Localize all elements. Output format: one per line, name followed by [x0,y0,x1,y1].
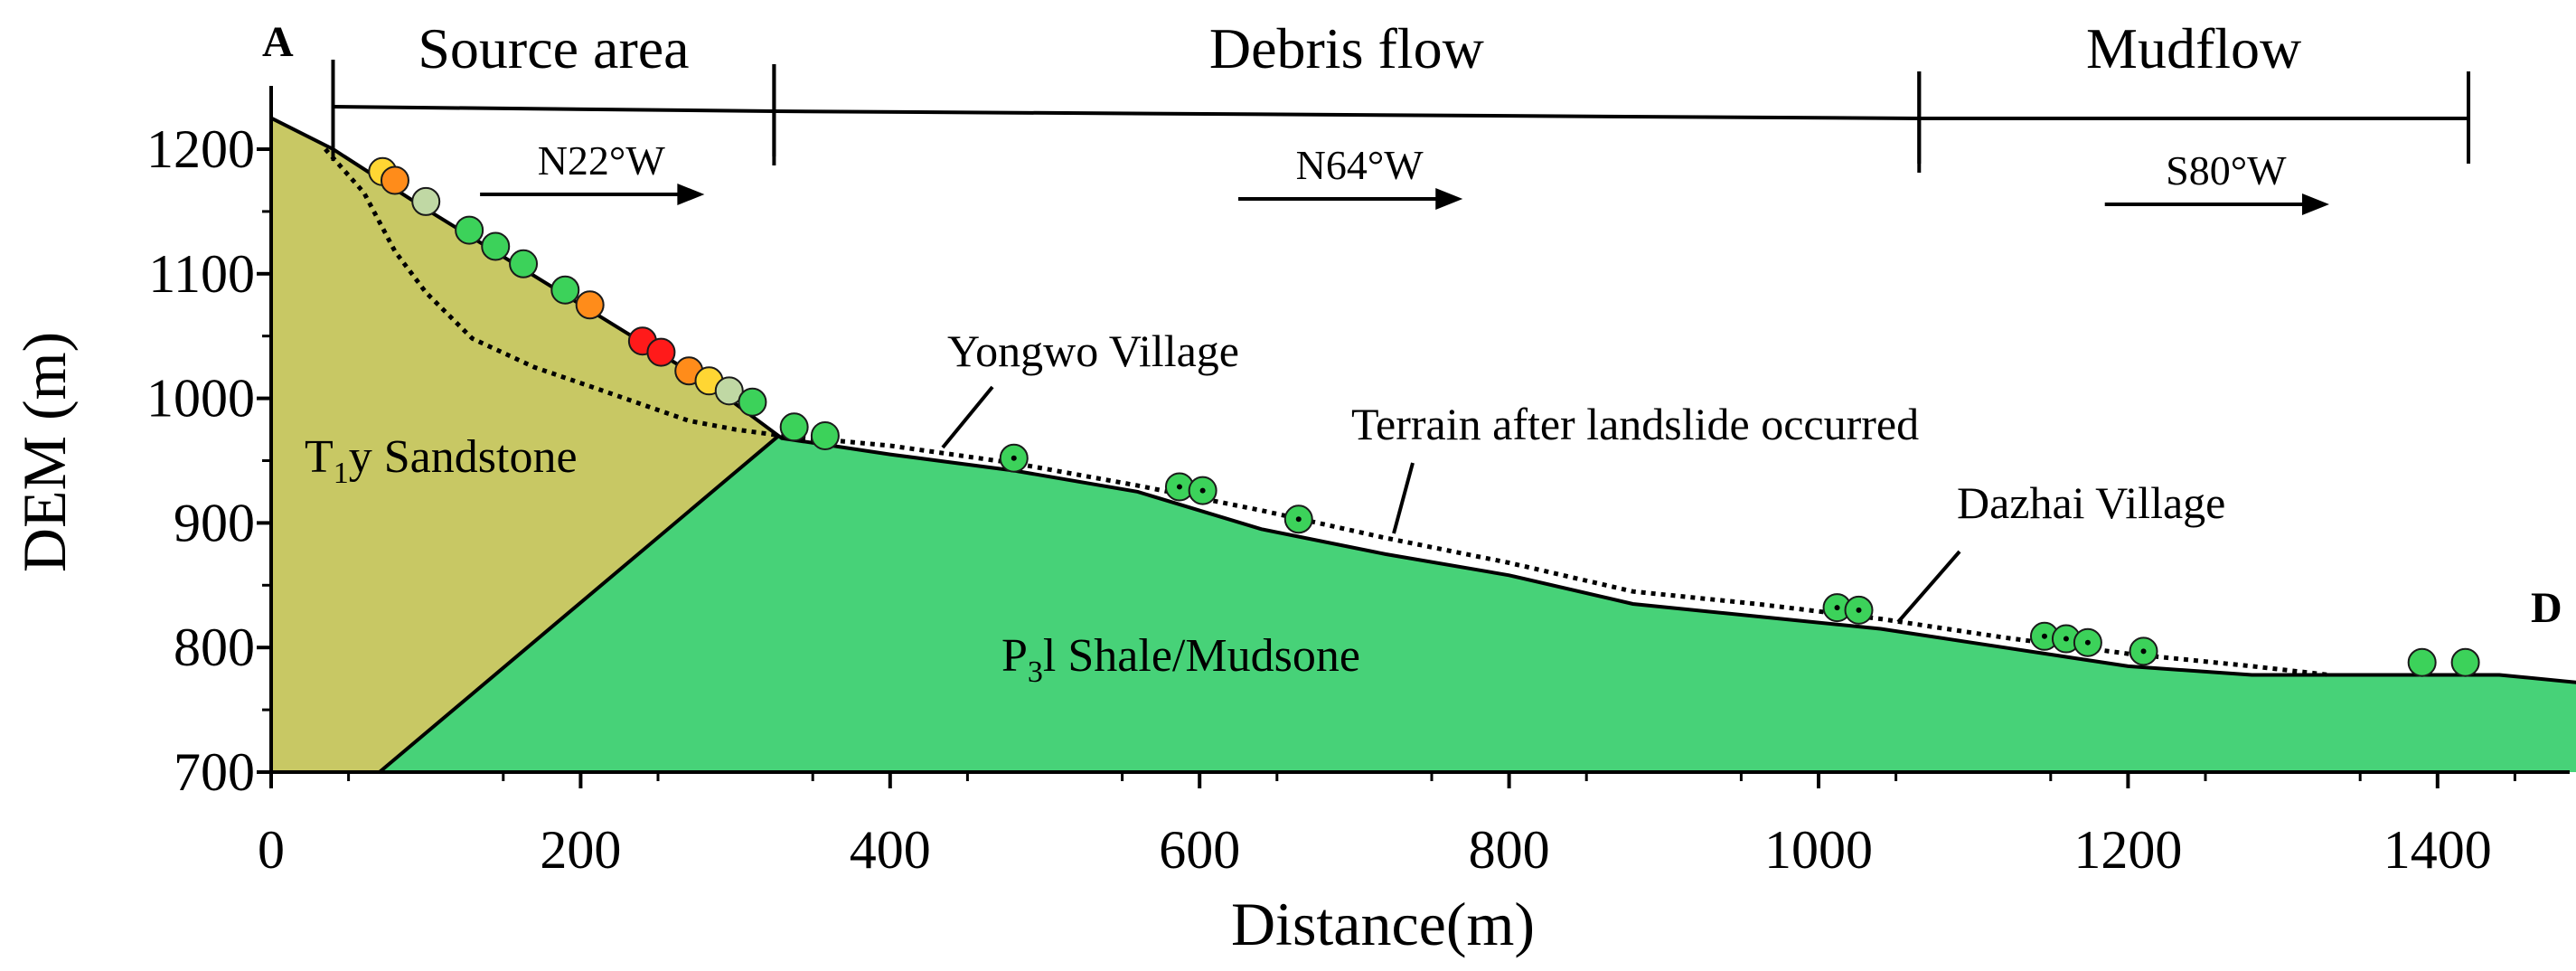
zone-label: Mudflow [2086,16,2301,80]
sandstone-unit-area [271,118,779,773]
sandstone-label: T1y Sandstone [305,431,578,490]
flow-direction-arrows: N22°W N64°W S80°W [480,137,2329,215]
monitoring-point-marker [646,337,676,367]
x-axis-title: Distance(m) [1231,890,1535,958]
monitoring-point [2407,647,2437,677]
monitoring-point [1283,504,1313,534]
monitoring-point [575,290,605,320]
dazhai-village-label: Dazhai Village [1957,477,2225,528]
arrow-head [2301,193,2329,215]
zone-brackets: Source area Debris flow Mudflow [331,16,2471,173]
y-tick-label: 1000 [146,369,255,429]
monitoring-point-marker [738,387,767,417]
arrow-head [1435,188,1463,210]
y-tick-label: 1100 [148,244,255,304]
annotation-leaders [941,385,1961,624]
monitoring-point [2129,636,2158,666]
x-tick-label: 1400 [2383,820,2492,880]
x-tick-label: 200 [540,820,621,880]
monitoring-point-marker [550,275,580,305]
y-axis-ticks: 700 800 900 1000 1100 1200 [146,119,271,802]
monitoring-point-marker [810,420,840,450]
x-tick-label: 1200 [2073,820,2182,880]
yongwo-village-label: Yongwo Village [947,325,1239,376]
monitoring-point-center [2063,636,2069,642]
monitoring-point [481,231,511,261]
x-tick-label: 400 [850,820,931,880]
y-tick-label: 700 [174,742,255,802]
monitoring-point-center [1199,487,1206,494]
monitoring-point [2073,627,2102,657]
section-start-label: A [262,18,294,66]
monitoring-point [411,186,441,216]
monitoring-point-center [1295,516,1302,523]
monitoring-point-center [1011,455,1017,461]
monitoring-point [810,420,840,450]
zone-bracket: Mudflow [1917,16,2471,173]
monitoring-point-marker [779,412,809,442]
monitoring-point-center [1856,607,1862,613]
section-end-label: D [2531,584,2562,632]
monitoring-point [1188,476,1217,505]
monitoring-point [550,275,580,305]
terrain-after-landslide-label: Terrain after landslide occurred [1351,399,1919,449]
monitoring-point [380,165,409,195]
monitoring-point-center [1834,605,1840,611]
direction-arrow: S80°W [2104,147,2329,215]
post-landslide-terrain-line [324,147,2330,678]
zone-label: Source area [418,16,689,80]
arrow-head [677,184,705,205]
y-axis-title: DEM (m) [10,332,79,572]
monitoring-point-center [1176,484,1182,490]
y-tick-label: 800 [174,617,255,677]
shale-label: P3l Shale/Mudsone [1001,630,1360,689]
direction-label: N64°W [1296,142,1424,188]
monitoring-point-marker [481,231,511,261]
y-tick-label: 1200 [146,119,255,179]
x-tick-label: 600 [1159,820,1240,880]
monitoring-point-center [2041,633,2047,639]
direction-label: S80°W [2166,147,2287,193]
direction-arrow: N64°W [1238,142,1463,210]
monitoring-point [455,215,484,245]
monitoring-point-center [2084,639,2091,646]
monitoring-point [2450,647,2480,677]
monitoring-point [646,337,676,367]
monitoring-point [779,412,809,442]
monitoring-point-marker [714,376,744,406]
monitoring-point [1844,595,1874,625]
monitoring-point [999,443,1029,473]
annotation-leader-line [1392,462,1415,534]
zone-span-line [774,109,1920,120]
lithologic-contact-line [378,434,780,774]
annotation-leader-line [1896,550,1961,624]
x-axis-ticks: 0 200 400 600 800 1000 1200 1400 [258,772,2516,880]
monitoring-point-marker [575,290,605,320]
monitoring-point [714,376,744,406]
x-tick-label: 800 [1469,820,1550,880]
direction-arrow: N22°W [480,137,705,205]
zone-span-line [333,105,775,113]
annotation-leader-line [941,385,994,449]
monitoring-point-marker [380,165,409,195]
zone-label: Debris flow [1209,16,1484,80]
y-tick-label: 900 [174,493,255,552]
zone-bracket: Debris flow [772,16,1922,165]
monitoring-point-marker [455,215,484,245]
monitoring-point [509,249,539,278]
x-tick-label: 1000 [1764,820,1873,880]
monitoring-point-center [2140,648,2147,655]
monitoring-point-marker [509,249,539,278]
monitoring-point-marker [411,186,441,216]
monitoring-point [738,387,767,417]
monitoring-point-marker [2450,647,2480,677]
direction-label: N22°W [538,137,666,184]
monitoring-points [368,156,2480,677]
monitoring-point-marker [2407,647,2437,677]
shale-unit-area [379,435,2576,772]
x-tick-label: 0 [258,820,285,880]
